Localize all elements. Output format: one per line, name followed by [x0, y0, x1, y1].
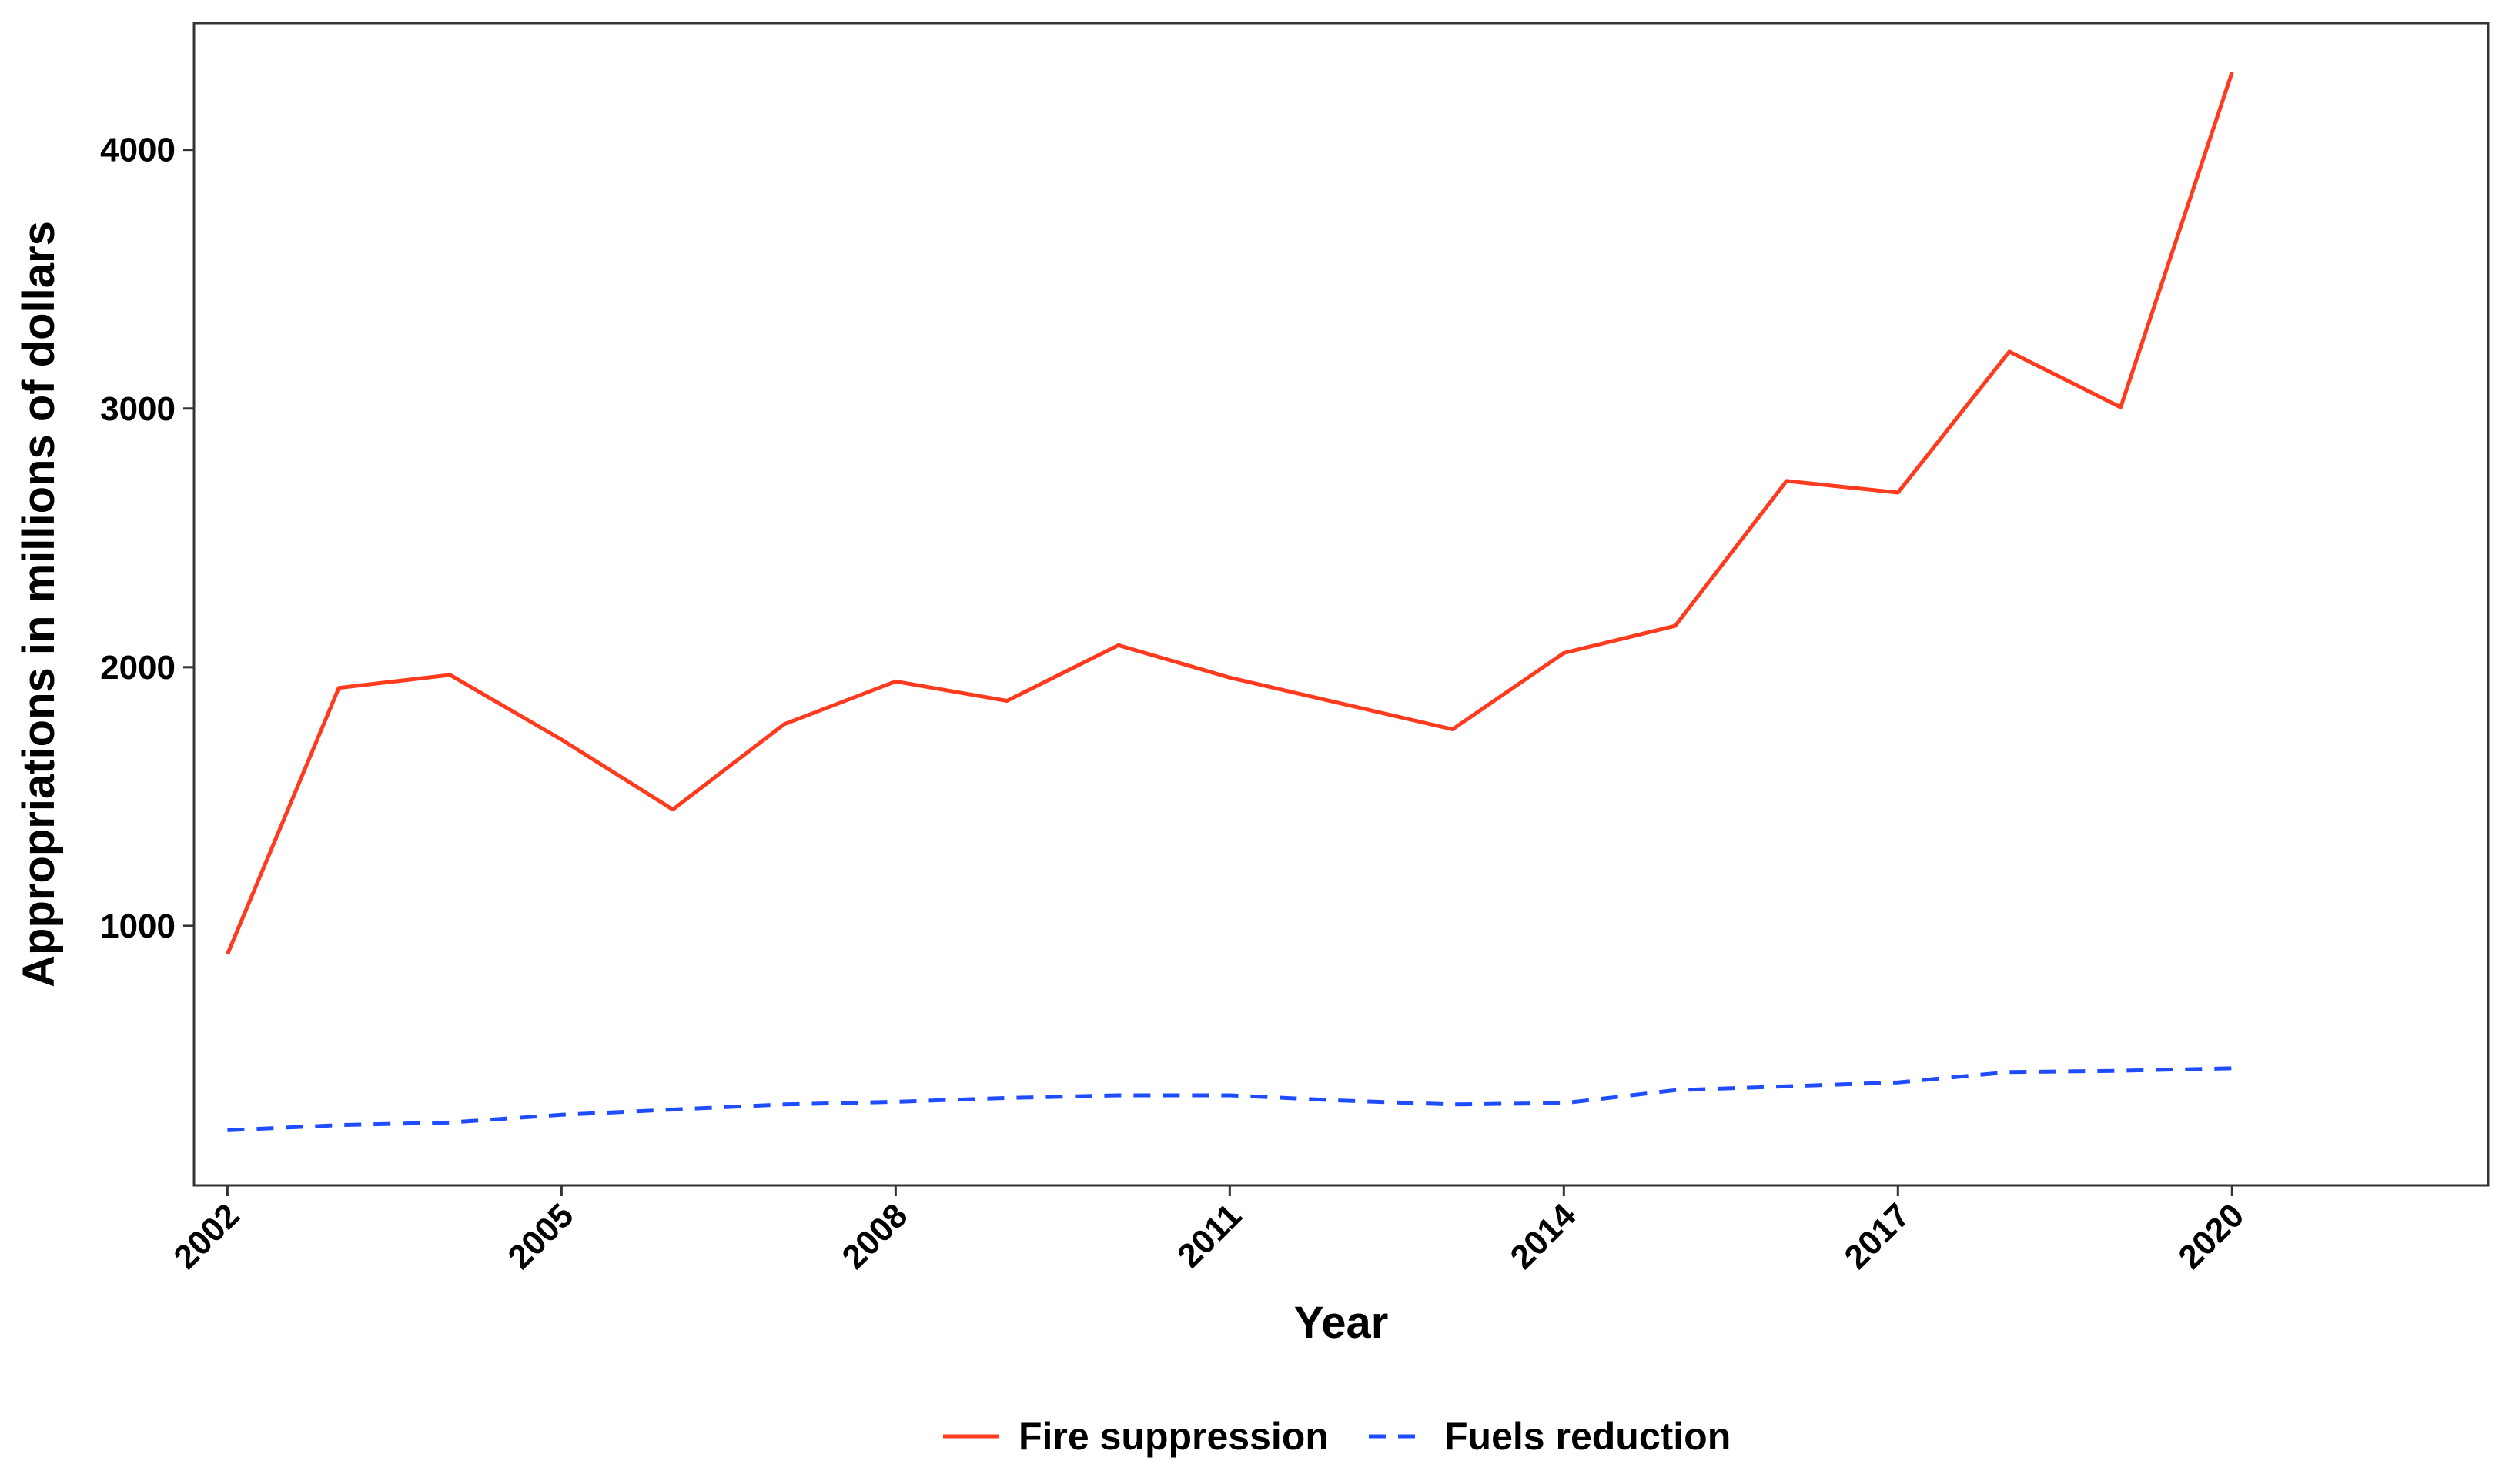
legend: Fire suppression Fuels reduction [943, 1415, 1731, 1458]
y-tick-label: 1000 [100, 907, 176, 945]
x-tick-label: 2020 [2171, 1196, 2251, 1276]
x-tick-label: 2011 [1170, 1196, 1249, 1275]
x-axis-title: Year [1294, 1298, 1389, 1348]
x-tick-label: 2017 [1838, 1196, 1918, 1276]
series-line-1 [227, 1066, 2233, 1132]
y-axis-title: Appropriations in millions of dollars [14, 221, 64, 988]
x-tick-label: 2008 [835, 1196, 915, 1276]
y-tick-label: 2000 [100, 649, 176, 687]
x-tick-label: 2002 [167, 1196, 247, 1276]
legend-label: Fire suppression [1019, 1415, 1329, 1458]
series-line-0 [226, 72, 2234, 955]
y-tick-label: 3000 [100, 390, 176, 428]
legend-label: Fuels reduction [1444, 1415, 1731, 1458]
y-axis: 1000 2000 3000 4000 [100, 132, 194, 945]
series-layer [226, 72, 2234, 1132]
x-axis: 2002 2005 2008 2011 2014 2017 2020 [167, 1185, 2251, 1276]
x-tick-label: 2005 [501, 1196, 581, 1276]
x-tick-label: 2014 [1504, 1196, 1584, 1276]
y-tick-label: 4000 [100, 132, 176, 169]
plot-panel [192, 22, 2490, 1187]
